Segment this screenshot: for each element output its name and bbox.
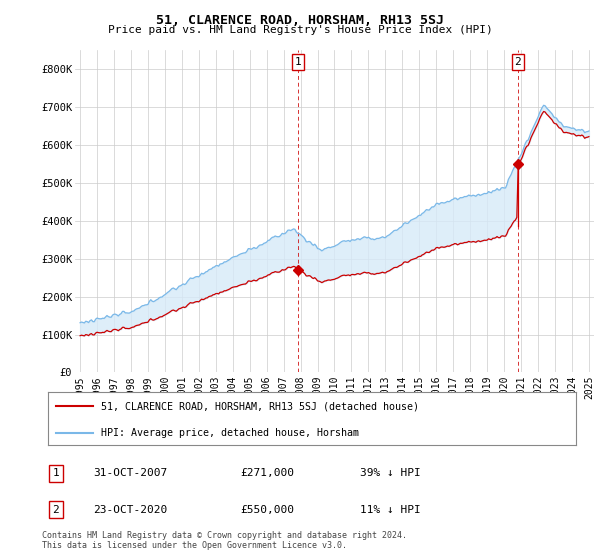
- Text: 1: 1: [295, 57, 301, 67]
- Text: 1: 1: [52, 468, 59, 478]
- Text: 51, CLARENCE ROAD, HORSHAM, RH13 5SJ (detached house): 51, CLARENCE ROAD, HORSHAM, RH13 5SJ (de…: [101, 402, 419, 412]
- Text: 31-OCT-2007: 31-OCT-2007: [93, 468, 167, 478]
- Text: £271,000: £271,000: [240, 468, 294, 478]
- Text: HPI: Average price, detached house, Horsham: HPI: Average price, detached house, Hors…: [101, 428, 359, 438]
- Text: Contains HM Land Registry data © Crown copyright and database right 2024.
This d: Contains HM Land Registry data © Crown c…: [42, 531, 407, 550]
- Text: 11% ↓ HPI: 11% ↓ HPI: [360, 505, 421, 515]
- Text: 2: 2: [514, 57, 521, 67]
- Text: 39% ↓ HPI: 39% ↓ HPI: [360, 468, 421, 478]
- Text: 23-OCT-2020: 23-OCT-2020: [93, 505, 167, 515]
- Text: 2: 2: [52, 505, 59, 515]
- Text: 51, CLARENCE ROAD, HORSHAM, RH13 5SJ: 51, CLARENCE ROAD, HORSHAM, RH13 5SJ: [156, 14, 444, 27]
- Text: £550,000: £550,000: [240, 505, 294, 515]
- Text: Price paid vs. HM Land Registry's House Price Index (HPI): Price paid vs. HM Land Registry's House …: [107, 25, 493, 35]
